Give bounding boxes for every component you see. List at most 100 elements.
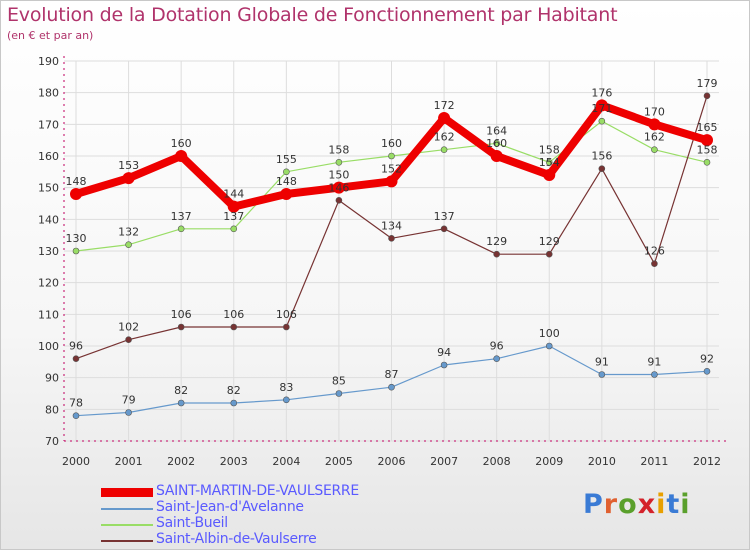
series-point [283,323,290,331]
data-label: 82 [174,384,188,397]
series-point [388,235,395,242]
x-tick-label: 2008 [483,455,511,468]
legend-label: Saint-Bueil [156,515,228,531]
data-label: 96 [490,340,504,353]
series-point [72,412,80,419]
y-tick-label: 110 [38,308,59,321]
series-point [332,181,345,194]
data-label: 179 [697,77,718,90]
x-tick-label: 2002 [167,455,195,468]
series-point [543,169,556,181]
legend-swatch [101,508,153,510]
data-label: 78 [69,397,83,410]
series-point [648,118,661,131]
data-label: 172 [434,99,455,112]
x-tick-label: 2012 [693,455,721,468]
data-label: 162 [644,131,665,144]
data-label: 92 [700,352,714,365]
series-point [177,225,185,233]
series-point [125,241,132,248]
series-point [227,200,240,213]
y-tick-label: 80 [45,403,59,416]
y-tick-label: 90 [45,372,59,385]
series-point [440,146,448,153]
data-label: 155 [276,153,297,166]
data-label: 162 [434,131,455,144]
series-point [703,159,711,166]
data-label: 170 [644,105,665,118]
chart-title: Evolution de la Dotation Globale de Fonc… [7,4,618,26]
y-tick-label: 70 [45,435,59,448]
data-label: 83 [279,381,293,394]
data-label: 129 [486,235,507,248]
series-point [388,152,395,160]
series-point [125,409,132,416]
series-point [493,250,500,258]
data-label: 85 [332,375,346,388]
series-point [440,361,448,369]
y-tick-label: 100 [38,340,59,353]
x-tick-label: 2011 [640,455,668,468]
data-label: 94 [437,346,451,359]
data-label: 126 [644,245,665,258]
data-label: 132 [118,226,139,239]
x-tick-label: 2003 [220,455,248,468]
series-point [440,225,448,233]
data-label: 102 [118,321,139,334]
series-point [703,368,711,375]
data-label: 144 [223,188,244,201]
data-label: 152 [381,162,402,175]
data-label: 137 [223,210,244,223]
series-point [230,225,238,233]
series-point [177,399,185,407]
legend-swatch [101,540,153,542]
legend-label: Saint-Jean-d'Avelanne [156,499,304,515]
y-tick-label: 170 [38,118,59,131]
series-point [230,399,238,407]
data-label: 154 [539,156,560,169]
series-point [122,172,135,185]
data-label: 137 [171,210,192,223]
series-point [385,175,398,188]
logo-letter: i [656,489,667,520]
data-label: 106 [223,308,244,321]
series-point [283,168,290,176]
data-label: 130 [66,232,87,245]
data-label: 146 [328,181,349,194]
series-point [545,342,553,350]
series-point [595,99,608,112]
data-label: 158 [697,143,718,156]
series-point [335,159,343,166]
series-point [598,371,606,378]
y-tick-label: 150 [38,182,59,195]
data-label: 91 [647,356,661,369]
series-point [701,134,713,147]
data-label: 165 [697,121,718,134]
data-label: 171 [591,102,612,115]
data-label: 176 [591,86,612,99]
legend-swatch [101,524,153,526]
data-label: 106 [276,308,297,321]
x-tick-label: 2009 [535,455,563,468]
y-tick-label: 160 [38,150,59,163]
series-point [177,323,185,331]
series-point [438,112,451,124]
logo-letter: t [666,489,681,520]
data-label: 129 [539,235,560,248]
data-label: 160 [171,137,192,150]
y-tick-label: 140 [38,213,59,226]
series-point [493,355,500,362]
x-tick-label: 2005 [325,455,353,468]
data-label: 153 [118,159,139,172]
series-point [703,92,711,100]
x-tick-label: 2010 [588,455,616,468]
series-point [651,371,658,378]
data-label: 100 [539,327,560,340]
series-point [490,150,503,162]
series-point [651,146,658,153]
data-label: 148 [276,175,297,188]
series-point [125,336,132,343]
legend-label: SAINT-MARTIN-DE-VAULSERRE [156,483,359,499]
series-point [230,323,238,331]
